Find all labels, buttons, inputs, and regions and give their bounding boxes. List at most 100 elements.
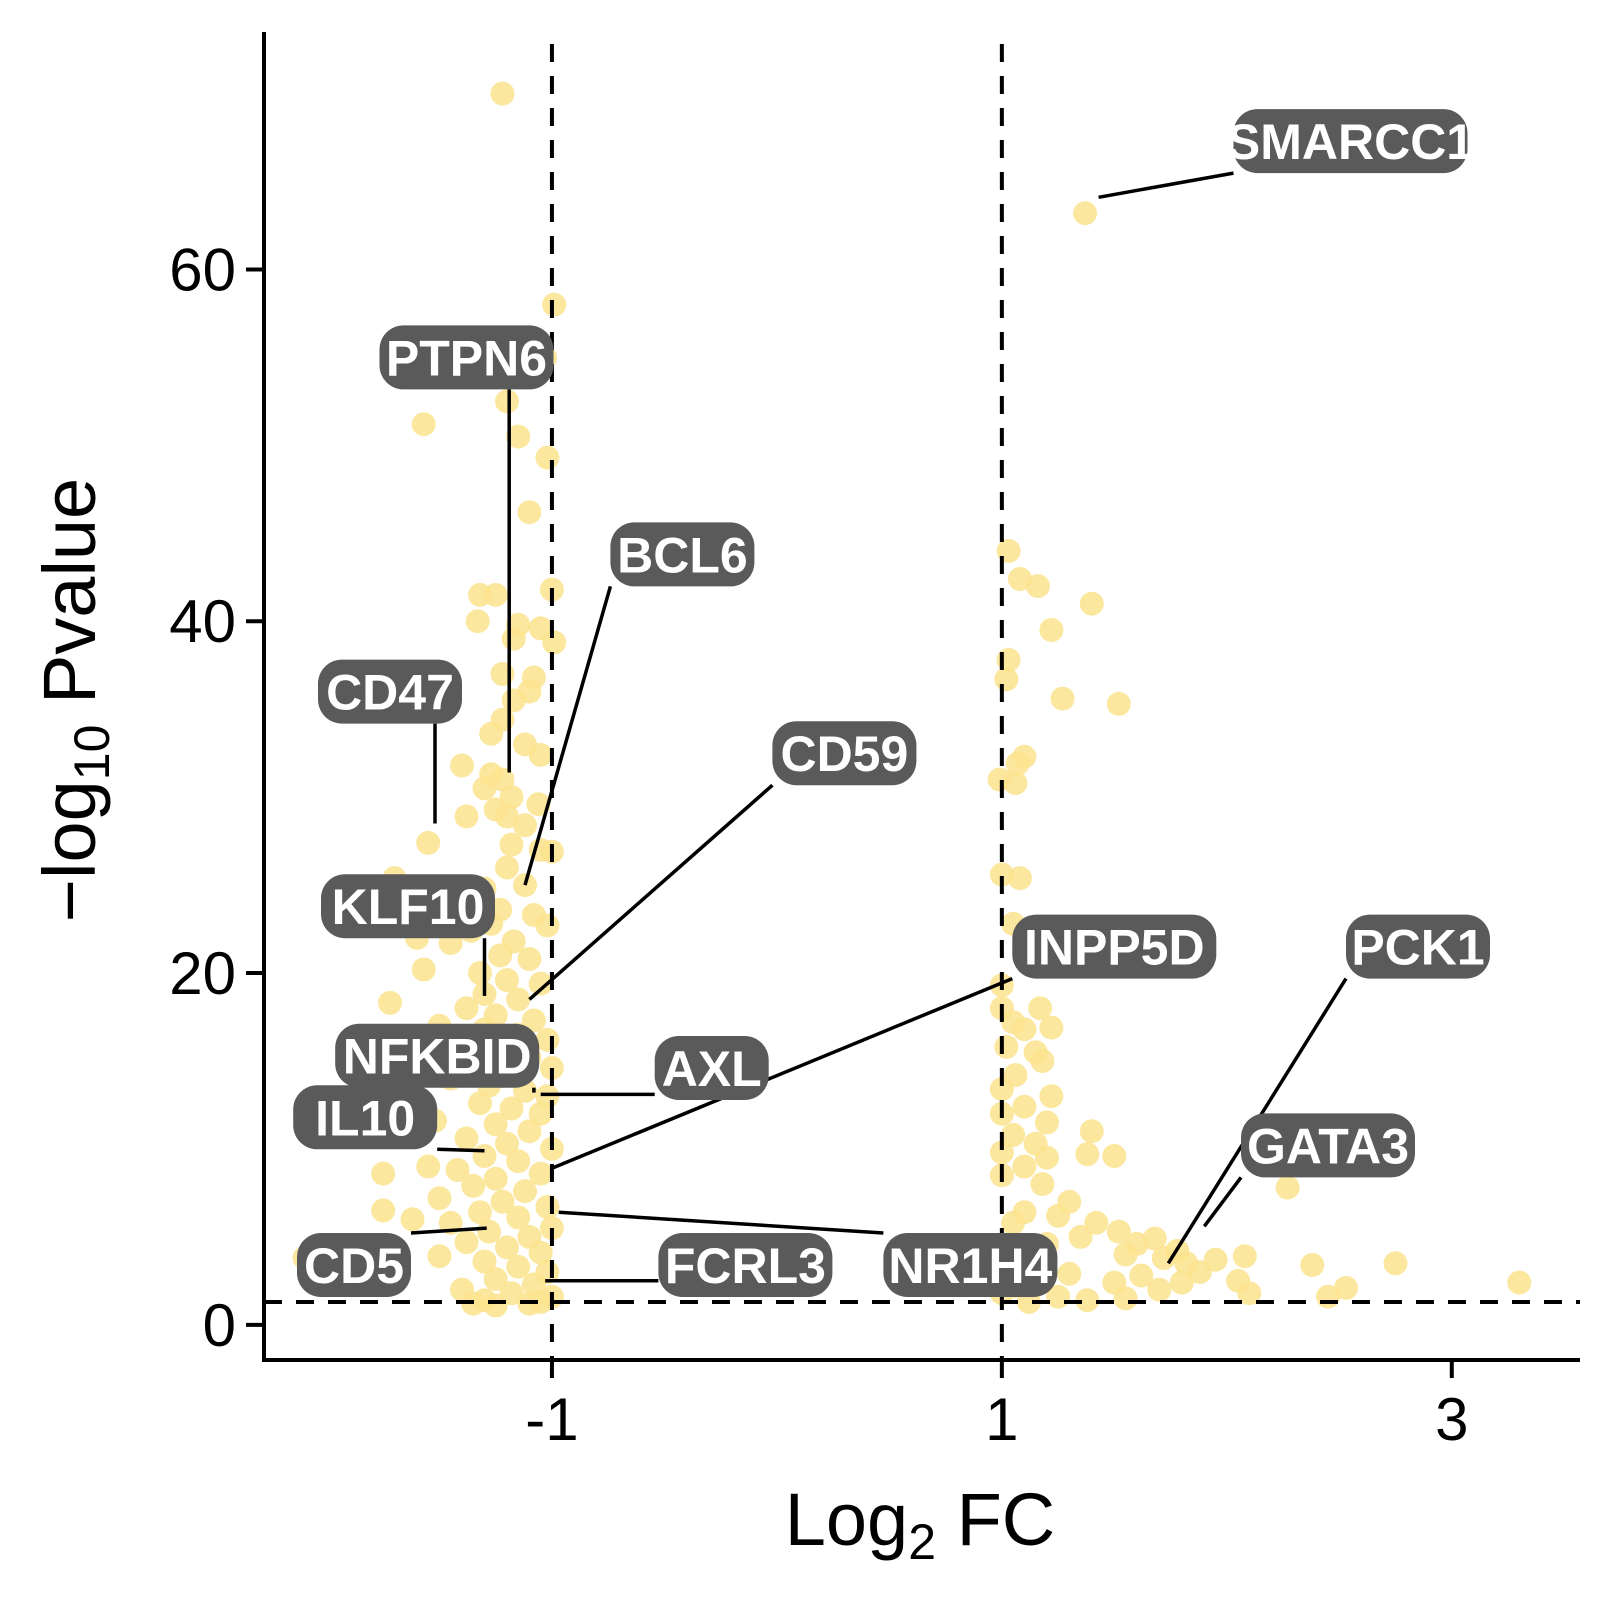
data-point [1034,1110,1059,1135]
data-point [483,1293,508,1318]
gene-label-leader [551,976,1013,1170]
data-point [1113,1286,1138,1311]
gene-label-box [658,1233,833,1297]
data-point [1007,866,1032,891]
data-point [378,990,402,1015]
gene-label-box [321,874,495,939]
data-point [1075,1142,1100,1167]
data-point [1012,1094,1037,1119]
data-point [468,961,492,985]
gene-label-text: CD59 [780,726,908,782]
gene-label-text: CD5 [304,1238,404,1294]
data-point [416,830,441,855]
gene-label: NFKBID [335,1023,540,1093]
data-point [1030,1049,1055,1073]
data-point [1034,1145,1059,1170]
gene-label-box [379,325,554,390]
data-point [1039,618,1064,642]
data-point [1001,1122,1026,1147]
gene-label: CD47 [318,659,462,824]
data-point [517,947,542,971]
data-point [1046,1203,1071,1228]
gene-label-text: SMARCC1 [1227,114,1474,170]
data-point [1079,1119,1104,1144]
gene-label-box [1012,914,1217,979]
data-point [468,1200,492,1225]
data-point [989,1140,1014,1165]
gene-label-text: IL10 [315,1090,415,1146]
data-point [506,1254,531,1279]
gene-label-leader [1202,1176,1243,1228]
data-point [454,1230,479,1255]
gene-label-text: BCL6 [617,527,748,583]
data-point [1001,1210,1026,1235]
data-point [1237,1281,1262,1306]
data-point [517,1119,542,1144]
gene-label-leader [410,1226,487,1235]
data-point [454,996,479,1021]
y-tick-label: 20 [169,940,236,1007]
data-point [411,412,436,437]
data-point [445,1158,470,1182]
data-point [1068,1224,1093,1249]
data-point [528,1101,553,1126]
data-point [528,742,553,767]
gene-label: FCRL3 [545,1233,833,1297]
data-point [521,1008,546,1033]
data-point [454,804,479,829]
data-point [506,987,531,1012]
data-point [461,1173,486,1198]
gene-label-text: FCRL3 [665,1238,826,1294]
x-axis-title-base: Log [785,1478,908,1561]
data-point [490,81,515,106]
gene-label: IL10 [293,1085,485,1153]
data-point [1028,996,1053,1021]
gene-label: CD5 [297,1226,487,1297]
gene-label-leader [1098,171,1234,200]
data-point [513,813,537,838]
data-point [483,1112,508,1137]
data-point [1102,1144,1127,1168]
data-point [1075,1288,1100,1313]
data-point [506,1205,531,1230]
data-point [1030,1172,1055,1197]
data-point [479,721,504,746]
data-point [371,1198,396,1223]
gene-label-box [654,1036,769,1100]
data-point [542,630,567,655]
gene-labels: SMARCC1 PTPN6 BCL6 CD47 CD59 KLF10 INPP5D PCK1 N… [293,109,1490,1297]
threshold-lines [264,44,1580,1360]
data-point [400,1207,425,1232]
gene-label: BCL6 [523,522,755,886]
data-point [495,1235,519,1260]
data-point [1007,567,1032,591]
y-tick-label: 0 [203,1292,236,1359]
data-point [1129,1263,1154,1288]
gene-label: PTPN6 [379,325,554,773]
data-point [1203,1247,1228,1272]
gene-label-leader [523,585,613,886]
data-point [450,753,474,778]
gene-label-leader [558,1210,884,1235]
data-point [477,1219,501,1244]
data-point [517,500,542,525]
gene-label-box [335,1023,540,1088]
gene-label-leader [437,1147,485,1153]
data-point [1334,1275,1358,1300]
data-point [472,1249,497,1274]
data-point [1012,1017,1037,1042]
data-point [994,1034,1019,1059]
data-point [499,832,524,857]
data-point [495,804,519,829]
x-tick-label: -1 [525,1386,578,1453]
data-point [1003,771,1028,796]
y-axis-title-subscript: 10 [64,725,120,781]
gene-label: AXL [540,1036,769,1100]
data-point [488,943,513,968]
data-point [1232,1244,1257,1269]
gene-label-text: PTPN6 [386,330,547,386]
data-point [1147,1277,1172,1302]
data-point [989,1077,1014,1102]
data-point [490,1189,515,1214]
